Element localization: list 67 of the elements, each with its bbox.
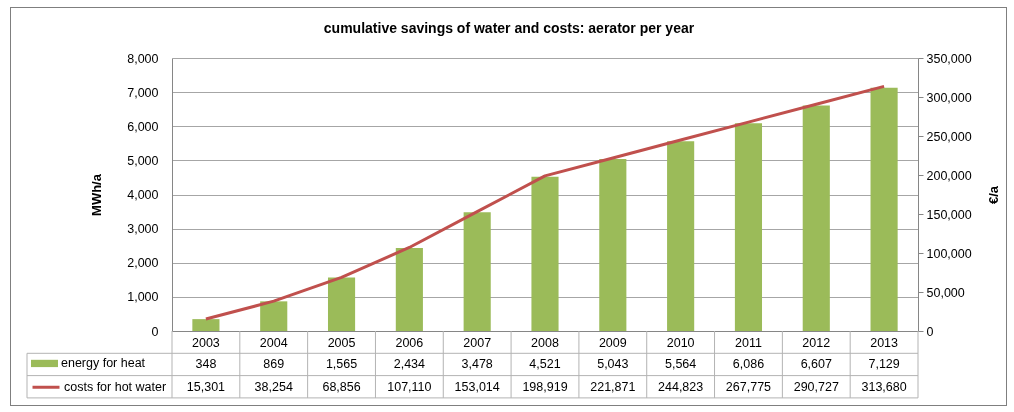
data-label: 153,014 [454,379,500,394]
bar [734,123,763,331]
x-tick-label: 2009 [598,335,627,350]
legend-label: energy for heat [61,356,146,371]
y2-tick-label: 150,000 [926,207,972,222]
y2-tick-label: 100,000 [926,246,972,261]
data-label: 348 [195,357,217,372]
x-tick-label: 2008 [531,335,559,350]
x-tick-label: 2007 [463,335,492,350]
y-tick-label: 6,000 [127,119,159,134]
bar [802,105,830,331]
data-label: 1,565 [325,357,358,372]
bar [260,301,288,331]
y2-tick-label: 0 [926,324,934,339]
x-tick-label: 2012 [802,335,831,350]
data-label: 7,129 [868,357,900,372]
y2-tick-label: 250,000 [926,129,972,144]
y-tick-label: 0 [151,324,159,339]
x-tick-label: 2005 [327,335,356,350]
data-label: 869 [263,357,285,372]
y-tick-label: 5,000 [127,153,159,168]
y-tick-label: 1,000 [127,290,159,305]
y2-tick-label: 200,000 [926,168,972,183]
data-label: 15,301 [186,379,226,394]
y2-tick-label: 350,000 [926,51,972,66]
data-label: 267,775 [725,379,772,394]
y-tick-label: 2,000 [127,256,159,271]
bar [327,277,356,331]
data-label: 107,110 [387,379,432,394]
bar [463,212,491,331]
y2-axis-title: €/a [985,185,1001,205]
x-tick-label: 2013 [870,335,899,350]
x-tick-label: 2010 [666,335,695,350]
data-label: 198,919 [522,379,568,394]
chart-title: cumulative savings of water and costs: aerator per year [323,20,695,36]
bar [531,176,559,331]
bar [192,319,220,331]
y-tick-label: 4,000 [127,188,159,202]
data-label: 6,607 [800,357,832,372]
bar [667,141,695,331]
x-tick-label: 2006 [395,335,424,350]
y2-tick-label: 300,000 [926,90,972,105]
data-label: 68,856 [322,379,361,394]
y2-tick-label: 50,000 [926,285,965,300]
legend-label: costs for hot water [64,380,167,395]
y-tick-label: 3,000 [127,222,159,237]
bar [599,158,627,331]
data-label: 221,871 [590,379,636,394]
data-label: 5,564 [665,357,697,372]
y-axis-title: MWh/a [88,173,104,216]
line-series [204,84,886,321]
x-tick-label: 2003 [192,335,220,350]
data-label: 313,680 [861,379,907,394]
y-tick-label: 8,000 [127,51,159,66]
x-tick-label: 2011 [735,335,762,350]
data-label: 290,727 [793,379,839,394]
data-label: 244,823 [658,379,704,394]
y-tick-label: 7,000 [127,85,159,100]
x-tick-label: 2004 [259,335,288,350]
data-label: 2,434 [393,357,426,372]
data-label: 38,254 [254,379,293,394]
bar [870,87,898,331]
data-label: 4,521 [529,357,561,372]
bar [395,247,423,331]
data-label: 6,086 [732,357,765,372]
data-label: 5,043 [597,357,629,372]
data-label: 3,478 [461,357,493,372]
